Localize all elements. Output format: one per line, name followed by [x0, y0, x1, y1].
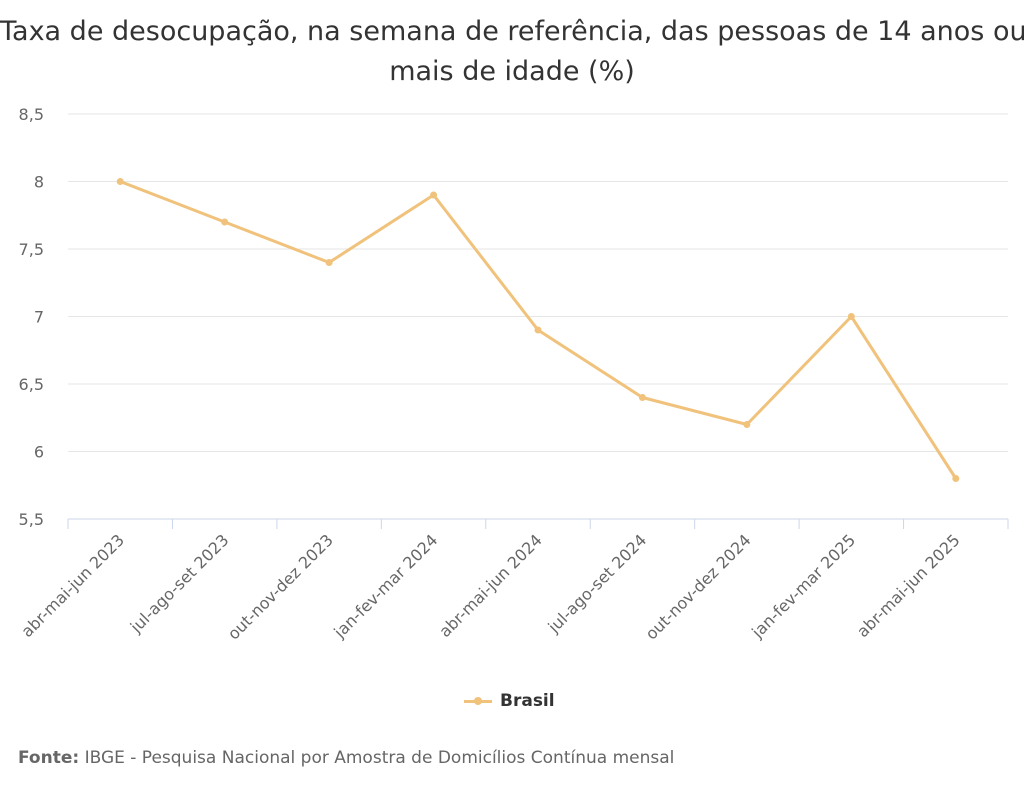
x-tick-label: jul-ago-set 2024 [544, 530, 651, 637]
chart-title-line-2: mais de idade (%) [389, 56, 635, 87]
source-prefix: Fonte: [18, 748, 80, 768]
y-tick-label: 8,5 [19, 105, 44, 124]
source-text: IBGE - Pesquisa Nacional por Amostra de … [79, 748, 675, 768]
data-point[interactable] [221, 218, 229, 226]
y-axis-labels: 5,5 6 6,5 7 7,5 8 8,5 [19, 105, 44, 529]
legend-line-marker-icon [464, 695, 492, 707]
y-tick-label: 5,5 [19, 510, 44, 529]
data-point[interactable] [743, 421, 751, 428]
x-tick-label: out-nov-dez 2024 [642, 530, 755, 643]
data-point[interactable] [534, 326, 542, 334]
grid-lines [68, 113, 1008, 452]
y-tick-label: 7 [34, 308, 44, 327]
data-point[interactable] [952, 475, 960, 482]
x-tick-label: out-nov-dez 2023 [224, 530, 337, 643]
series-brasil[interactable] [116, 178, 960, 482]
data-point[interactable] [847, 313, 855, 320]
y-tick-label: 6 [34, 443, 44, 462]
data-point[interactable] [325, 259, 333, 266]
chart-title: Taxa de desocupação, na semana de referê… [0, 12, 1024, 92]
chart-title-line-1: Taxa de desocupação, na semana de referê… [0, 16, 1024, 47]
x-tick-label: abr-mai-jun 2024 [435, 530, 546, 641]
x-tick-label: abr-mai-jun 2023 [17, 530, 128, 641]
x-tick-label: jan-fev-mar 2025 [747, 530, 859, 642]
y-tick-label: 8 [34, 173, 44, 192]
data-point[interactable] [430, 191, 438, 199]
x-tick-label: jan-fev-mar 2024 [329, 530, 441, 642]
source-note: Fonte: IBGE - Pesquisa Nacional por Amos… [18, 748, 674, 768]
y-tick-label: 7,5 [19, 240, 44, 259]
legend-label: Brasil [500, 691, 555, 711]
legend-item-brasil[interactable]: Brasil [464, 688, 555, 714]
x-tick-label: jul-ago-set 2023 [126, 530, 233, 637]
y-tick-label: 6,5 [19, 375, 44, 394]
x-tick-label: abr-mai-jun 2025 [853, 530, 964, 641]
data-point[interactable] [638, 394, 646, 401]
data-point[interactable] [116, 178, 124, 185]
